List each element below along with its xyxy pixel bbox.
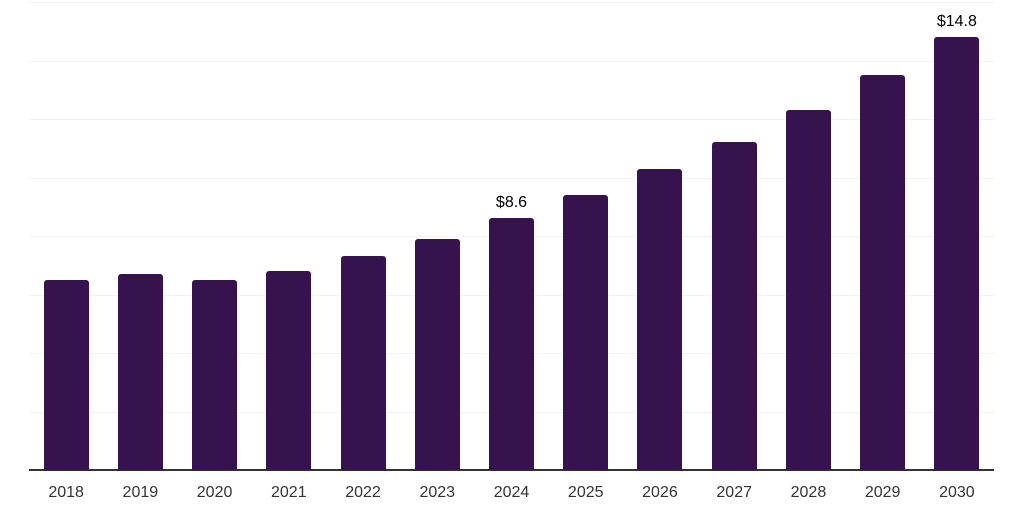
bar-2027 xyxy=(711,142,757,470)
x-tick-2030: 2030 xyxy=(939,484,975,501)
x-axis-line xyxy=(29,469,994,471)
gridline-16 xyxy=(29,2,994,3)
bar-2019 xyxy=(117,274,163,470)
bar-2025 xyxy=(563,195,609,470)
bar-2018 xyxy=(43,279,89,470)
gridline-12 xyxy=(29,119,994,120)
bar-value-label-2024: $8.6 xyxy=(495,194,528,212)
bar-value-label-2030: $14.8 xyxy=(936,13,977,31)
bar-2020 xyxy=(192,279,238,470)
x-axis-labels: 2018 2019 2020 2021 2022 2023 2024 2025 2026 2027… xyxy=(29,484,994,504)
x-tick-2023: 2023 xyxy=(419,484,456,501)
gridline-10 xyxy=(29,177,994,179)
x-tick-2026: 2026 xyxy=(642,484,678,501)
x-tick-2022: 2022 xyxy=(345,484,381,501)
bar-2023 xyxy=(414,238,460,470)
bar-2024 xyxy=(489,218,534,470)
bar-2026 xyxy=(637,168,683,470)
x-tick-2020: 2020 xyxy=(196,484,233,501)
x-tick-2021: 2021 xyxy=(271,484,307,501)
x-tick-2029: 2029 xyxy=(864,484,901,501)
bar-2030 xyxy=(934,37,980,470)
bar-2029 xyxy=(860,75,906,470)
x-tick-2027: 2027 xyxy=(716,484,752,501)
bar-2028 xyxy=(785,110,831,470)
x-tick-2019: 2019 xyxy=(122,484,159,501)
plot-area: $8.6 $14.8 xyxy=(29,2,994,471)
x-tick-2028: 2028 xyxy=(790,484,827,501)
bar-2021 xyxy=(266,271,312,470)
x-tick-2018: 2018 xyxy=(48,484,84,501)
x-tick-2024: 2024 xyxy=(493,484,530,501)
bar-2022 xyxy=(340,256,386,470)
x-tick-2025: 2025 xyxy=(567,484,604,501)
gridline-14 xyxy=(29,60,994,62)
